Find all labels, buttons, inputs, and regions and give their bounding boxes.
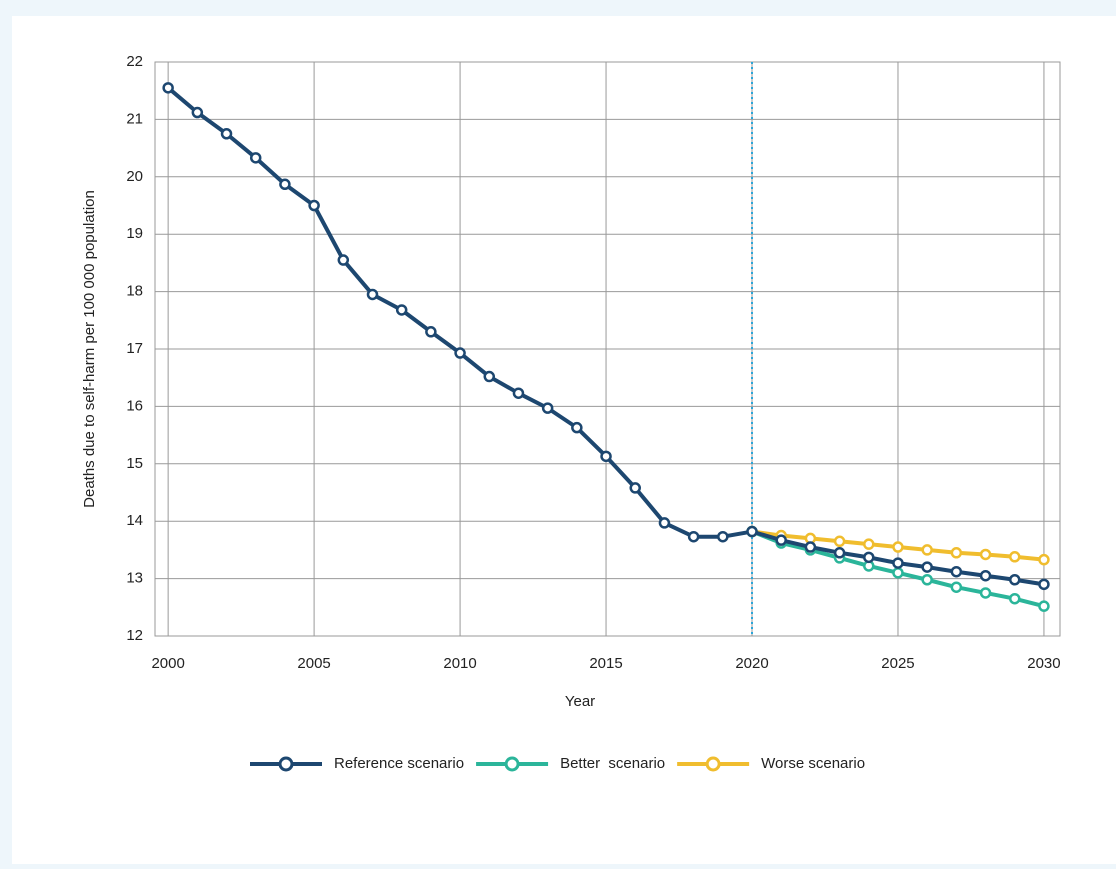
legend-marker	[504, 756, 520, 772]
data-point	[571, 421, 583, 434]
y-tick-label: 15	[126, 455, 143, 472]
data-point	[541, 402, 554, 414]
data-point	[833, 547, 846, 559]
data-point	[629, 482, 641, 494]
data-point	[454, 347, 466, 359]
y-tick-label: 12	[126, 627, 143, 644]
y-tick-label: 19	[126, 225, 143, 242]
data-point	[1038, 553, 1050, 566]
data-point	[366, 288, 379, 301]
x-axis-title: Year	[565, 693, 595, 710]
x-tick-label: 2020	[735, 655, 768, 672]
data-point	[833, 535, 846, 548]
legend-label: Worse scenario	[761, 755, 865, 772]
data-point	[892, 557, 904, 569]
legend-marker	[705, 756, 721, 772]
data-point	[658, 517, 671, 529]
data-point	[687, 530, 700, 543]
x-tick-label: 2015	[589, 655, 622, 672]
data-point	[921, 561, 933, 573]
data-point	[717, 530, 729, 543]
x-tick-label: 2030	[1027, 655, 1060, 672]
data-point	[950, 565, 963, 578]
data-point	[191, 106, 204, 119]
x-tick-label: 2005	[297, 655, 330, 672]
panel	[12, 16, 1116, 864]
data-point	[979, 587, 992, 599]
y-tick-label: 16	[126, 397, 143, 414]
x-tick-label: 2010	[443, 655, 476, 672]
y-tick-label: 18	[126, 283, 143, 300]
data-point	[220, 128, 233, 140]
data-point	[337, 254, 350, 266]
y-tick-label: 20	[126, 168, 143, 185]
legend-label: Reference scenario	[334, 755, 464, 772]
y-tick-label: 13	[126, 570, 143, 587]
y-axis-title: Deaths due to self-harm per 100 000 popu…	[81, 190, 98, 508]
data-point	[483, 370, 496, 383]
y-tick-label: 22	[126, 53, 143, 70]
data-point	[600, 450, 612, 463]
data-point	[279, 178, 291, 191]
data-point	[979, 569, 992, 582]
data-point	[950, 547, 963, 559]
data-point	[804, 541, 817, 553]
data-point	[979, 548, 992, 561]
data-point	[746, 525, 758, 538]
y-tick-label: 17	[126, 340, 143, 357]
data-point	[921, 544, 933, 556]
data-point	[1038, 600, 1050, 612]
data-point	[249, 152, 262, 164]
data-point	[892, 567, 904, 579]
legend-marker	[278, 756, 294, 772]
data-point	[863, 551, 875, 564]
data-point	[308, 199, 320, 212]
data-point	[1009, 592, 1021, 605]
data-point	[775, 534, 787, 546]
y-tick-label: 14	[126, 512, 143, 529]
data-point	[950, 581, 963, 593]
x-tick-label: 2000	[151, 655, 184, 672]
data-point	[512, 387, 525, 399]
x-tick-label: 2025	[881, 655, 914, 672]
data-point	[863, 538, 875, 550]
data-point	[395, 304, 408, 316]
y-tick-label: 21	[126, 110, 143, 127]
data-point	[425, 326, 437, 338]
data-point	[162, 82, 174, 94]
data-point	[1009, 573, 1021, 586]
data-point	[1038, 578, 1050, 591]
data-point	[892, 541, 904, 553]
data-point	[1009, 551, 1021, 563]
data-point	[921, 573, 933, 586]
legend-label: Better scenario	[560, 755, 665, 772]
